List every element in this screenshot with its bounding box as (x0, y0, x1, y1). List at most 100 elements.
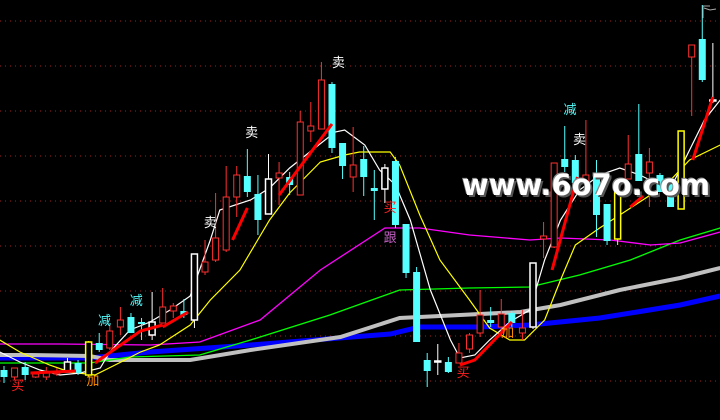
signal-label: 卖 (332, 56, 345, 71)
trend-segment (231, 207, 249, 241)
candle (159, 288, 167, 324)
watermark: www.6o7o.com (462, 168, 711, 202)
candle-body (159, 306, 167, 324)
flag-icon-tail (703, 7, 717, 11)
candle-body (275, 172, 283, 179)
signal-label: 买 (384, 201, 397, 216)
candle-body (466, 334, 474, 350)
trend-overlay (30, 96, 715, 375)
signal-label: 减 (98, 314, 111, 329)
moving-averages (0, 99, 720, 376)
candle-body (497, 313, 505, 328)
candle-body (370, 188, 378, 191)
candle (698, 5, 706, 82)
trend-segment (691, 96, 715, 161)
candle-body (254, 194, 262, 220)
trend-segment (277, 123, 334, 196)
candle (709, 43, 717, 103)
candle (0, 366, 8, 383)
candle (11, 367, 19, 380)
candle-body (381, 167, 389, 190)
gridlines (0, 20, 720, 382)
candle (413, 267, 421, 342)
candle (667, 182, 675, 207)
candle (635, 104, 643, 181)
candle-body (169, 305, 177, 312)
candle-body (339, 143, 347, 166)
candle-body (222, 196, 230, 251)
candle-body (667, 182, 675, 207)
candle (550, 162, 558, 248)
candle (613, 178, 622, 245)
candle-body (360, 159, 368, 177)
candle (95, 333, 103, 352)
candle (212, 193, 220, 262)
candle (201, 240, 209, 275)
candle-body (444, 362, 452, 372)
candle (254, 175, 262, 235)
candle (148, 292, 156, 340)
candle (487, 307, 495, 327)
candle (243, 149, 251, 197)
candle (116, 307, 124, 335)
candle-body (592, 173, 600, 215)
candle-body (518, 327, 526, 334)
candle (402, 224, 410, 278)
candle (466, 333, 474, 353)
candle-body (0, 370, 8, 377)
candle-body (116, 319, 124, 328)
candle-body (645, 161, 653, 174)
candle-body (127, 317, 135, 333)
candle (434, 344, 442, 375)
candle (688, 44, 696, 116)
candle (529, 262, 537, 329)
candle (21, 362, 29, 380)
candle-body (402, 224, 410, 273)
signal-label: 加 (501, 326, 514, 341)
candle (656, 173, 664, 192)
flag-icon (702, 5, 710, 18)
candle-body (190, 253, 199, 321)
trend-segment (629, 194, 645, 209)
candles (0, 5, 717, 387)
signal-label: 加 (86, 374, 99, 389)
signal-label: 减 (564, 103, 577, 118)
candle-body (138, 322, 146, 324)
signal-label: 买 (457, 366, 470, 381)
candle (391, 157, 399, 228)
ma-line (0, 266, 720, 362)
candle (296, 111, 304, 196)
candle (571, 155, 579, 183)
candle (592, 160, 600, 237)
candle-body (434, 360, 442, 363)
candle (582, 120, 590, 184)
signal-label: 卖 (245, 126, 258, 141)
candle-body (603, 204, 611, 241)
candle-body (561, 159, 569, 167)
ma-line (0, 227, 720, 346)
candle-body (571, 160, 579, 183)
candle-body (508, 313, 516, 323)
candle (540, 222, 548, 258)
candle (190, 253, 199, 328)
trend-segment (550, 176, 579, 271)
candle (275, 162, 283, 205)
signal-label: 减 (130, 294, 143, 309)
signal-label: 跟 (384, 231, 397, 246)
trend-segment (161, 310, 189, 329)
candle-body (698, 39, 706, 80)
candle (222, 166, 230, 252)
candle-body (84, 341, 93, 376)
candle (370, 170, 378, 220)
candle-body (476, 314, 484, 334)
candle (328, 82, 336, 153)
candle-body (21, 367, 29, 375)
signal-label: 买 (11, 379, 24, 394)
candle (339, 143, 347, 179)
candle (106, 323, 114, 350)
candle-body (688, 44, 696, 58)
candle-body (540, 235, 548, 240)
candle-body (328, 84, 336, 148)
candle (476, 290, 484, 337)
